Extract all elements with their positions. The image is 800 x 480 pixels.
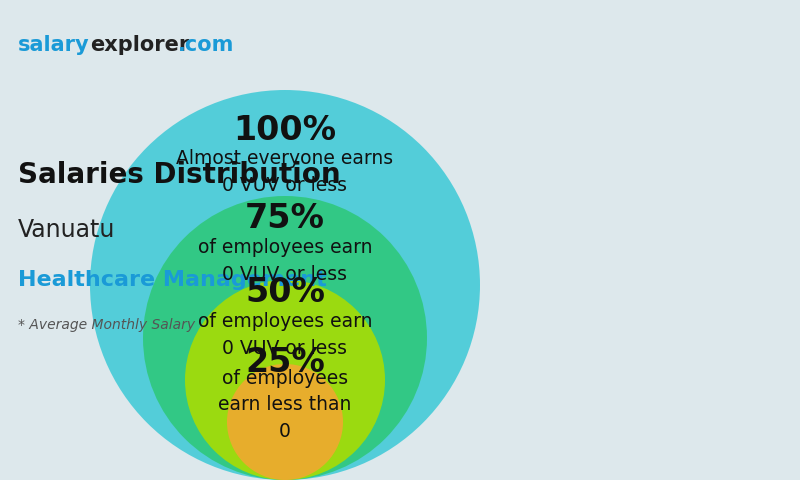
- Text: Salaries Distribution: Salaries Distribution: [18, 161, 341, 189]
- Text: of employees earn
0 VUV or less: of employees earn 0 VUV or less: [198, 312, 372, 358]
- Text: 75%: 75%: [245, 203, 325, 236]
- Text: 50%: 50%: [245, 276, 325, 310]
- Text: salary: salary: [18, 35, 90, 55]
- Text: of employees earn
0 VUV or less: of employees earn 0 VUV or less: [198, 238, 372, 284]
- Circle shape: [185, 280, 385, 480]
- Text: Healthcare Management: Healthcare Management: [18, 270, 326, 290]
- Text: .com: .com: [178, 35, 234, 55]
- Text: * Average Monthly Salary: * Average Monthly Salary: [18, 318, 195, 332]
- Circle shape: [90, 90, 480, 480]
- Circle shape: [143, 196, 427, 480]
- Text: 100%: 100%: [234, 113, 337, 146]
- Circle shape: [227, 364, 343, 480]
- Text: Almost everyone earns
0 VUV or less: Almost everyone earns 0 VUV or less: [177, 149, 394, 195]
- Text: explorer: explorer: [90, 35, 190, 55]
- Text: Vanuatu: Vanuatu: [18, 218, 115, 242]
- Text: 25%: 25%: [245, 347, 325, 380]
- Text: of employees
earn less than
0: of employees earn less than 0: [218, 369, 352, 441]
